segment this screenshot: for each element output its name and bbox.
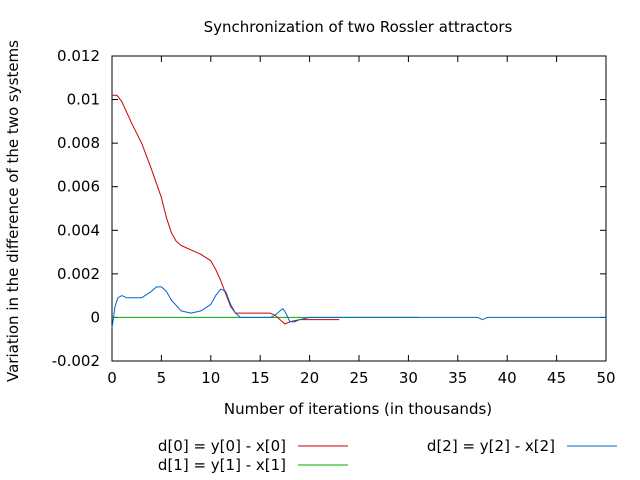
- legend: d[0] = y[0] - x[0] d[1] = y[1] - x[1] d[…: [158, 437, 617, 474]
- x-tick-label: 10: [201, 369, 220, 387]
- legend-label-d2: d[2] = y[2] - x[2]: [427, 437, 555, 455]
- y-tick-label: 0.01: [67, 91, 100, 109]
- y-tick-label: 0.002: [57, 265, 100, 283]
- x-tick-label: 15: [251, 369, 270, 387]
- x-axis-label: Number of iterations (in thousands): [224, 400, 492, 418]
- y-axis-label: Variation in the difference of the two s…: [4, 40, 22, 382]
- x-tick-label: 30: [399, 369, 418, 387]
- y-tick-label: 0.006: [57, 178, 100, 196]
- plot-frame: [111, 55, 607, 362]
- y-tick-label: 0.012: [57, 47, 100, 65]
- series-line-d2: [111, 286, 606, 329]
- x-tick-label: 0: [107, 369, 117, 387]
- x-tick-label: 5: [157, 369, 167, 387]
- series-layer: [111, 94, 606, 329]
- legend-label-d1: d[1] = y[1] - x[1]: [158, 456, 286, 474]
- x-tick-label: 45: [547, 369, 566, 387]
- legend-label-d0: d[0] = y[0] - x[0]: [158, 437, 286, 455]
- x-tick-label: 20: [300, 369, 319, 387]
- series-line-d0: [112, 94, 340, 325]
- y-tick-label: 0.004: [57, 221, 100, 239]
- chart-title: Synchronization of two Rossler attractor…: [204, 18, 513, 36]
- y-tick-label: 0: [90, 308, 100, 326]
- y-tick-label: -0.002: [52, 352, 100, 370]
- axis-ticks: 0 5 10 15 20 25 30 35 40 45 50 -0.002 0 0.002 0.004 0.0…: [52, 47, 616, 387]
- x-tick-label: 35: [448, 369, 467, 387]
- x-tick-label: 25: [349, 369, 368, 387]
- y-tick-label: 0.008: [57, 134, 100, 152]
- x-tick-label: 40: [498, 369, 517, 387]
- x-tick-label: 50: [596, 369, 615, 387]
